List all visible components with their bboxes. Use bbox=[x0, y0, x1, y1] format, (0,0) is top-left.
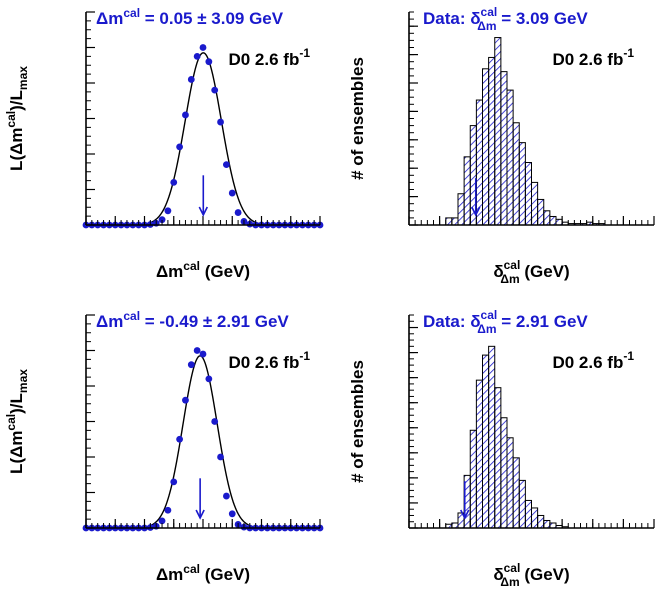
y-axis-label: L(Δmcal)/Lmax bbox=[4, 369, 30, 474]
arrow-head-icon bbox=[471, 206, 481, 217]
data-point bbox=[223, 161, 230, 169]
chart-panel-3: Data: δcal Δm = 2.91 GeV D0 2.6 fb-1 δcal Δm… bbox=[348, 308, 655, 589]
histogram-fill bbox=[445, 346, 654, 528]
data-point bbox=[158, 517, 166, 525]
data-point bbox=[193, 347, 201, 354]
histogram-fill bbox=[439, 37, 654, 226]
chart-panel-2: Δmcal = -0.49 ± 2.91 GeV D0 2.6 fb-1 Δmcal… bbox=[4, 309, 324, 584]
data-point bbox=[193, 52, 201, 60]
arrow-head-icon bbox=[195, 509, 205, 520]
gaussian-fit-curve bbox=[86, 355, 320, 529]
experiment-label: D0 2.6 fb-1 bbox=[552, 349, 634, 372]
experiment-label: D0 2.6 fb-1 bbox=[552, 46, 634, 69]
data-point bbox=[211, 86, 219, 94]
data-point bbox=[176, 435, 184, 443]
x-axis-label: Δmcal (GeV) bbox=[156, 259, 250, 281]
x-axis-label: δcal Δm (GeV) bbox=[493, 258, 569, 286]
experiment-label: D0 2.6 fb-1 bbox=[228, 349, 310, 372]
data-point bbox=[205, 58, 213, 66]
panel-title: Data: δcal Δm = 3.09 GeV bbox=[423, 5, 588, 33]
data-point bbox=[164, 207, 172, 215]
data-point bbox=[228, 510, 236, 518]
panel-title: Data: δcal Δm = 2.91 GeV bbox=[423, 308, 588, 336]
data-point bbox=[217, 118, 224, 126]
data-point bbox=[176, 143, 184, 151]
panel-title: Δmcal = -0.49 ± 2.91 GeV bbox=[96, 309, 289, 331]
data-point bbox=[199, 44, 207, 51]
data-point bbox=[199, 350, 207, 358]
chart-panel-1: Data: δcal Δm = 3.09 GeV D0 2.6 fb-1 δcal Δm… bbox=[348, 5, 655, 286]
data-point bbox=[187, 361, 195, 369]
data-point bbox=[187, 76, 195, 83]
data-point bbox=[234, 209, 242, 216]
data-point bbox=[217, 453, 224, 461]
chart-panel-0: Δmcal = 0.05 ± 3.09 GeV D0 2.6 fb-1 Δmcal … bbox=[4, 6, 324, 281]
data-point bbox=[170, 179, 178, 186]
data-point bbox=[205, 375, 213, 383]
arrow-head-icon bbox=[198, 206, 209, 217]
data-point bbox=[158, 216, 166, 224]
data-point bbox=[228, 189, 236, 197]
x-axis-label: Δmcal (GeV) bbox=[156, 562, 250, 584]
experiment-label: D0 2.6 fb-1 bbox=[228, 46, 310, 69]
y-axis-label: # of ensembles bbox=[348, 360, 367, 483]
data-point bbox=[223, 492, 230, 500]
y-axis-label: # of ensembles bbox=[348, 57, 367, 180]
data-point bbox=[170, 478, 178, 486]
x-axis-label: δcal Δm (GeV) bbox=[493, 561, 569, 589]
data-point bbox=[211, 418, 219, 425]
panel-title: Δmcal = 0.05 ± 3.09 GeV bbox=[96, 6, 284, 28]
data-point bbox=[182, 111, 189, 119]
data-point bbox=[164, 506, 172, 514]
data-point bbox=[182, 396, 189, 404]
y-axis-label: L(Δmcal)/Lmax bbox=[4, 66, 30, 171]
arrow-head-icon bbox=[460, 509, 470, 520]
